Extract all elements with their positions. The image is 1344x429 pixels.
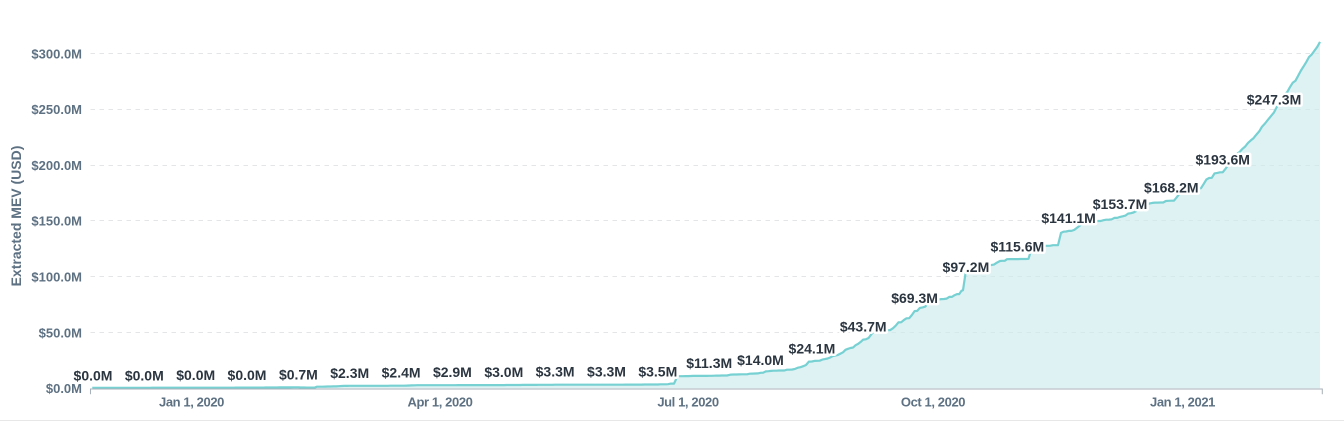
svg-text:Apr 1, 2020: Apr 1, 2020: [408, 395, 473, 410]
svg-text:$115.6M: $115.6M: [990, 238, 1044, 254]
svg-text:$247.3M: $247.3M: [1247, 91, 1301, 107]
svg-text:Jan 1, 2020: Jan 1, 2020: [159, 395, 224, 410]
svg-text:$69.3M: $69.3M: [891, 290, 938, 306]
svg-text:$250.0M: $250.0M: [31, 102, 82, 117]
svg-text:$11.3M: $11.3M: [686, 355, 732, 371]
svg-text:$193.6M: $193.6M: [1195, 151, 1249, 167]
svg-text:$0.0M: $0.0M: [125, 367, 164, 383]
svg-text:$3.3M: $3.3M: [587, 364, 626, 380]
svg-text:$14.0M: $14.0M: [737, 352, 784, 368]
svg-text:$3.3M: $3.3M: [536, 364, 575, 380]
svg-text:$0.0M: $0.0M: [74, 367, 113, 383]
svg-text:$141.1M: $141.1M: [1041, 210, 1095, 226]
svg-text:$150.0M: $150.0M: [31, 214, 82, 229]
svg-text:$2.4M: $2.4M: [382, 365, 421, 381]
svg-text:$3.0M: $3.0M: [484, 364, 523, 380]
svg-text:$3.5M: $3.5M: [638, 364, 677, 380]
svg-text:$24.1M: $24.1M: [789, 341, 836, 357]
svg-text:$0.7M: $0.7M: [279, 367, 318, 383]
svg-text:Extracted MEV (USD): Extracted MEV (USD): [8, 146, 24, 287]
svg-text:Jul 1, 2020: Jul 1, 2020: [657, 395, 719, 410]
svg-text:$0.0M: $0.0M: [228, 367, 267, 383]
svg-text:$168.2M: $168.2M: [1144, 180, 1198, 196]
svg-text:Oct 1, 2020: Oct 1, 2020: [901, 395, 965, 410]
svg-text:$200.0M: $200.0M: [31, 158, 82, 173]
svg-text:$0.0M: $0.0M: [176, 367, 215, 383]
svg-text:$100.0M: $100.0M: [31, 269, 82, 284]
svg-text:$2.3M: $2.3M: [330, 365, 369, 381]
svg-text:Jan 1, 2021: Jan 1, 2021: [1150, 395, 1215, 410]
svg-text:$2.9M: $2.9M: [433, 364, 472, 380]
svg-text:$153.7M: $153.7M: [1093, 196, 1147, 212]
svg-text:$300.0M: $300.0M: [31, 46, 82, 61]
svg-text:$97.2M: $97.2M: [943, 259, 990, 275]
svg-text:$50.0M: $50.0M: [39, 325, 82, 340]
svg-text:$43.7M: $43.7M: [840, 319, 887, 335]
svg-text:$0.0M: $0.0M: [46, 381, 82, 396]
